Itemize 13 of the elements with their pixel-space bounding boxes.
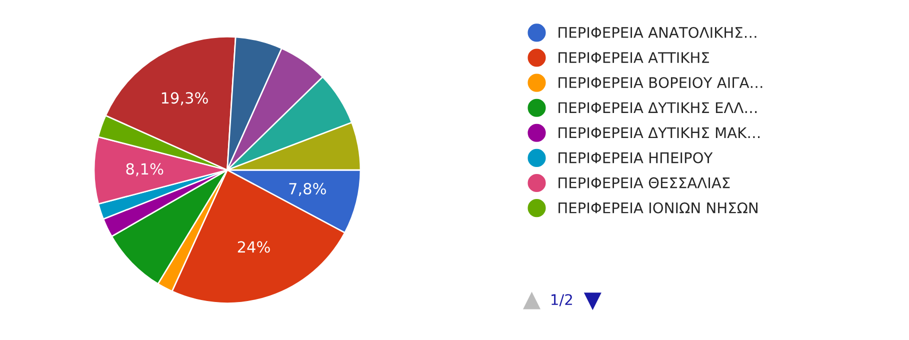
legend-label: ΠΕΡΙΦΕΡΕΙΑ ΑΝΑΤΟΛΙΚΗΣ… <box>558 26 756 38</box>
legend-label: ΠΕΡΙΦΕΡΕΙΑ ΙΟΝΙΩΝ ΝΗΣΩΝ <box>558 202 758 214</box>
text: 1/2 <box>552 294 572 306</box>
legend-label: ΠΕΡΙΦΕΡΕΙΑ ΗΠΕΙΡΟΥ <box>558 152 713 164</box>
data-label: 8,1% <box>126 163 164 176</box>
legend-label: ΠΕΡΙΦΕΡΕΙΑ ΔΥΤΙΚΗΣ ΜΑΚ… <box>558 127 760 138</box>
data-label: 7,8% <box>289 182 326 196</box>
legend-label: ΠΕΡΙΦΕΡΕΙΑ ΔΥΤΙΚΗΣ ΕΛΛ… <box>558 102 757 113</box>
legend-label: ΠΕΡΙΦΕΡΕΙΑ ΘΕΣΣΑΛΙΑΣ <box>558 177 730 188</box>
data-label: 19,3% <box>162 92 208 106</box>
data-label: 24% <box>238 241 270 253</box>
legend-label: ΠΕΡΙΦΕΡΕΙΑ ΑΤΤΙΚΗΣ <box>558 52 709 63</box>
legend-label: ΠΕΡΙΦΕΡΕΙΑ ΒΟΡΕΙΟΥ ΑΙΓΑ… <box>558 77 762 88</box>
